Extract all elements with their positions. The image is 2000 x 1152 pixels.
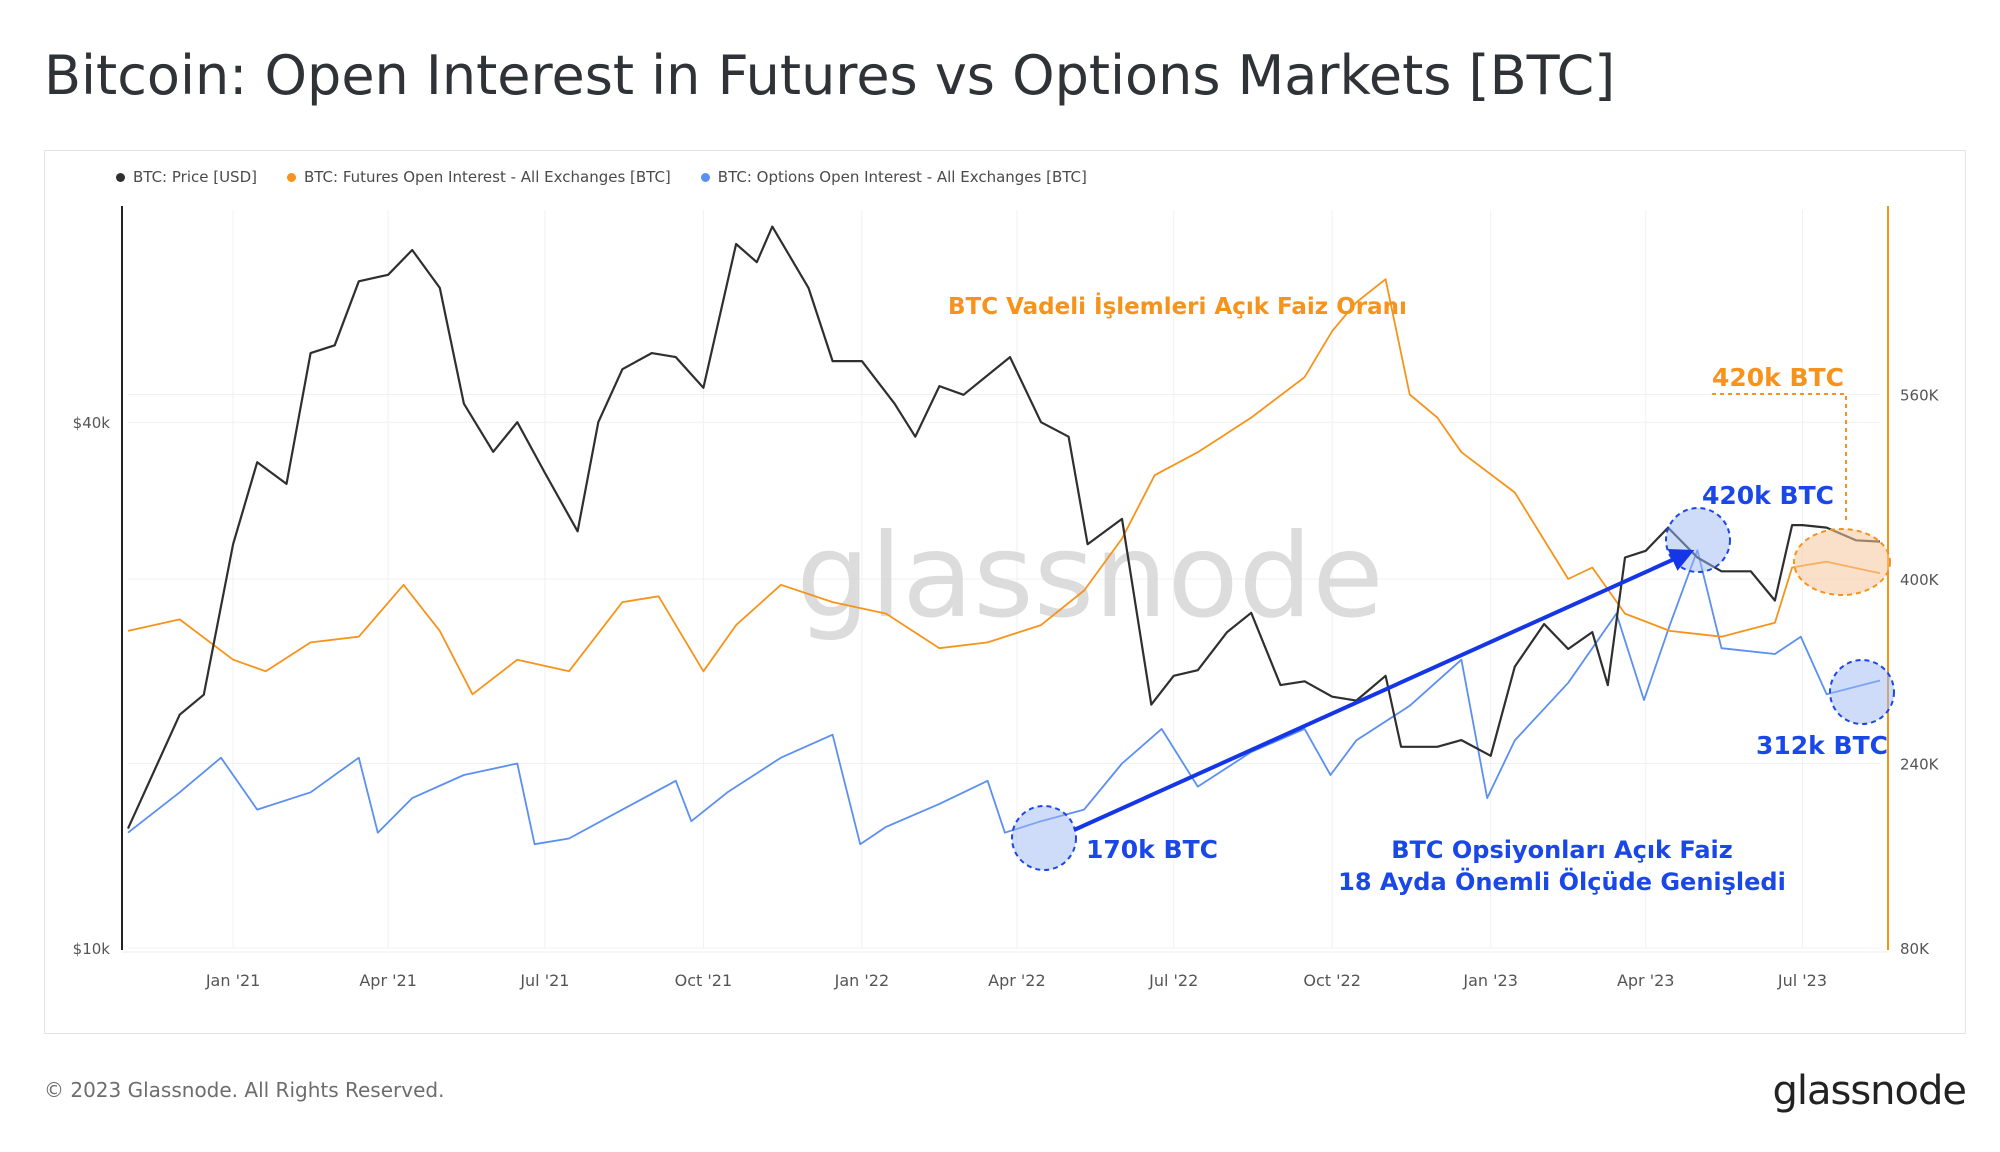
- legend: BTC: Price [USD] BTC: Futures Open Inter…: [116, 168, 1087, 186]
- legend-dot-price-icon: [116, 172, 125, 182]
- options-peak-label: 420k BTC: [1702, 481, 1834, 510]
- futures-peak-leader: [1712, 393, 1847, 522]
- series-line-futures: [127, 278, 1881, 696]
- legend-item-options[interactable]: BTC: Options Open Interest - All Exchang…: [700, 168, 1087, 186]
- x-tick-label: Apr '23: [1617, 971, 1675, 990]
- annotations: BTC Vadeli İşlemleri Açık Faiz Oranı 420…: [948, 292, 1895, 896]
- y-left-tick-label: $40k: [73, 414, 111, 432]
- series-line-price: [126, 225, 1881, 830]
- options-start-label: 170k BTC: [1086, 835, 1218, 864]
- x-tick-label: Oct '22: [1303, 971, 1361, 990]
- x-tick-label: Apr '22: [988, 971, 1046, 990]
- legend-item-price[interactable]: BTC: Price [USD]: [116, 168, 257, 186]
- options-note-line1: BTC Opsiyonları Açık Faiz: [1391, 836, 1733, 864]
- y-right-tick-label: 80K: [1900, 940, 1930, 958]
- x-tick-labels: Jan '21 Apr '21 Jul '21 Oct '21 Jan '22 Apr '…: [205, 971, 1827, 990]
- legend-dot-options-icon: [700, 172, 710, 182]
- y-right-tick-label: 560K: [1900, 387, 1940, 405]
- options-start-circle: [1011, 805, 1077, 871]
- brand-logo[interactable]: glassnode: [1772, 1068, 1967, 1114]
- options-peak-circle: [1665, 507, 1731, 573]
- legend-label-futures: BTC: Futures Open Interest - All Exchang…: [303, 168, 671, 186]
- x-tick-label: Oct '21: [675, 971, 733, 990]
- y-left-tick-label: $10k: [73, 940, 111, 958]
- legend-dot-futures-icon: [286, 172, 296, 182]
- watermark: glassnode: [796, 509, 1383, 644]
- futures-highlight-ellipse: [1793, 528, 1891, 596]
- x-tick-label: Jul '23: [1777, 971, 1827, 990]
- y-left-tick-labels: $10k $40k: [73, 414, 111, 958]
- options-end-label: 312k BTC: [1756, 731, 1888, 760]
- copyright-text: © 2023 Glassnode. All Rights Reserved.: [44, 1078, 445, 1102]
- y-right-tick-label: 400K: [1900, 571, 1940, 589]
- options-end-circle: [1829, 659, 1895, 725]
- chart-panel: [44, 150, 1966, 1034]
- x-tick-label: Jan '23: [1462, 971, 1518, 990]
- legend-item-futures[interactable]: BTC: Futures Open Interest - All Exchang…: [286, 168, 671, 186]
- y-right-tick-label: 240K: [1900, 756, 1940, 774]
- legend-label-options: BTC: Options Open Interest - All Exchang…: [717, 168, 1087, 186]
- y-right-tick-labels: 80K 240K 400K 560K: [1900, 387, 1940, 959]
- legend-label-price: BTC: Price [USD]: [133, 168, 257, 186]
- growth-arrow: [1073, 548, 1695, 832]
- grid: [128, 210, 1880, 949]
- x-tick-label: Jan '22: [834, 971, 890, 990]
- page-title: Bitcoin: Open Interest in Futures vs Opt…: [44, 44, 1616, 107]
- x-tick-label: Apr '21: [359, 971, 417, 990]
- x-tick-label: Jan '21: [205, 971, 261, 990]
- x-tick-label: Jul '21: [519, 971, 569, 990]
- options-note-line2: 18 Ayda Önemli Ölçüde Genişledi: [1338, 866, 1786, 896]
- futures-peak-label: 420k BTC: [1712, 363, 1844, 392]
- futures-title-annotation: BTC Vadeli İşlemleri Açık Faiz Oranı: [948, 292, 1407, 320]
- x-tick-label: Jul '22: [1148, 971, 1198, 990]
